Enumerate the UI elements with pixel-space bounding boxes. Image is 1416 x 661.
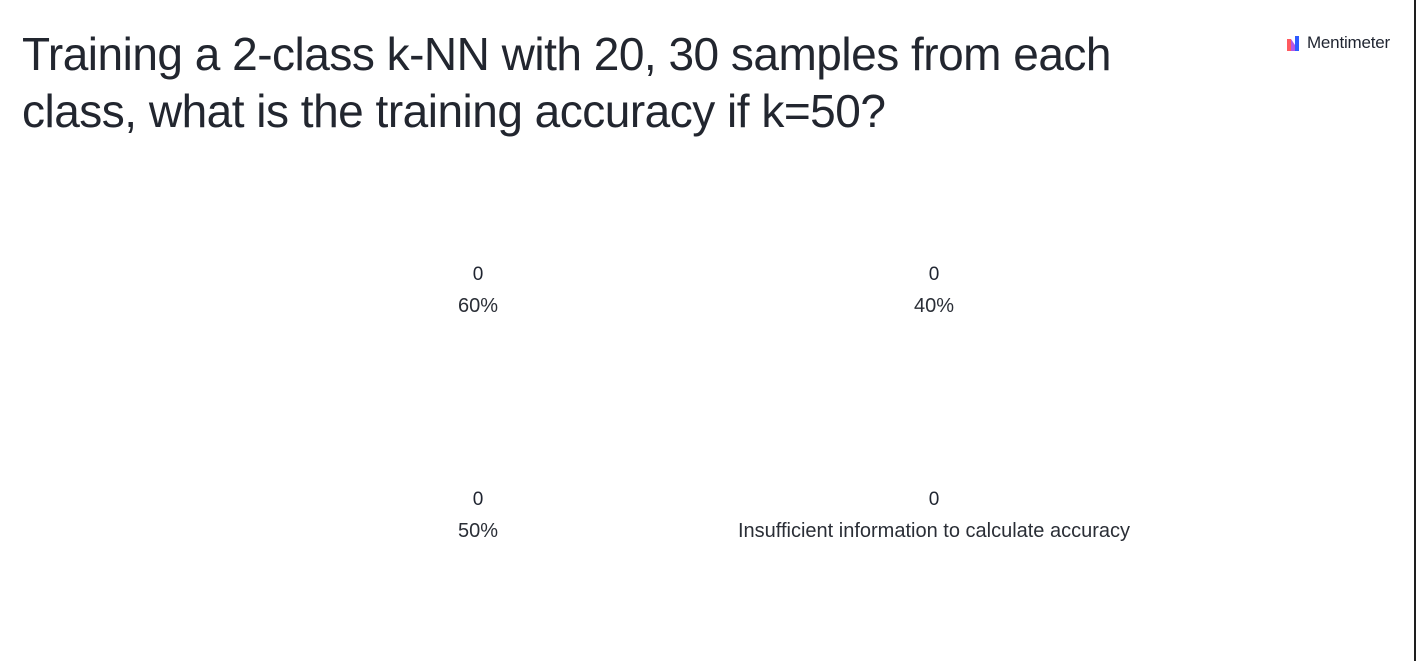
option-label: 60%: [457, 295, 499, 317]
option-label: 50%: [457, 520, 499, 542]
vote-count: 0: [472, 489, 484, 510]
option-label: Insufficient information to calculate ac…: [737, 520, 1131, 542]
window-right-border: [1414, 0, 1416, 661]
option-label: 40%: [913, 295, 955, 317]
option-result: 0 Insufficient information to calculate …: [706, 487, 1162, 587]
brand-name: Mentimeter: [1306, 33, 1390, 52]
vote-count: 0: [472, 264, 484, 285]
vote-count: 0: [928, 489, 940, 510]
question-title: Training a 2-class k-NN with 20, 30 samp…: [22, 28, 1112, 137]
option-result: 0 60%: [250, 262, 706, 487]
option-result: 0 40%: [706, 262, 1162, 487]
mentimeter-brand: Mentimeter: [1286, 33, 1390, 53]
vote-count: 0: [928, 264, 940, 285]
mentimeter-logo-icon: [1286, 35, 1299, 51]
results-grid: 0 60% 0 40% 0 50% 0 Insufficient informa…: [250, 262, 1162, 587]
option-result: 0 50%: [250, 487, 706, 587]
